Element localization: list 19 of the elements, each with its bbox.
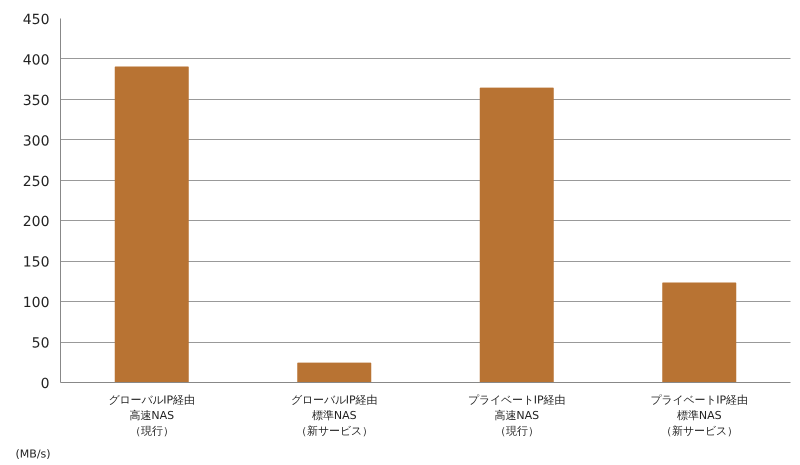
y-tick-label: 250 xyxy=(22,174,50,190)
y-tick-label: 300 xyxy=(22,133,50,150)
y-tick-label: 0 xyxy=(40,376,50,392)
y-tick-label: 350 xyxy=(22,92,50,109)
y-tick-label: 150 xyxy=(22,254,50,271)
bar xyxy=(114,66,189,382)
x-tick-label: プライベートIP経由標準NAS（新サービス） xyxy=(650,394,748,438)
y-tick-label: 450 xyxy=(22,12,50,28)
y-tick-label: 400 xyxy=(22,52,50,68)
y-axis-title: (MB/s) xyxy=(16,448,51,460)
x-tick-label: グローバルIP経由高速NAS（現行） xyxy=(108,394,196,438)
bar xyxy=(297,362,372,382)
bar xyxy=(480,88,554,382)
x-tick-label: プライベートIP経由高速NAS（現行） xyxy=(468,394,566,438)
x-tick-label: グローバルIP経由標準NAS（新サービス） xyxy=(290,394,378,438)
y-tick-label: 100 xyxy=(22,295,50,312)
bar xyxy=(662,282,736,382)
y-tick-label: 200 xyxy=(22,214,50,230)
y-tick-label: 50 xyxy=(32,336,50,352)
